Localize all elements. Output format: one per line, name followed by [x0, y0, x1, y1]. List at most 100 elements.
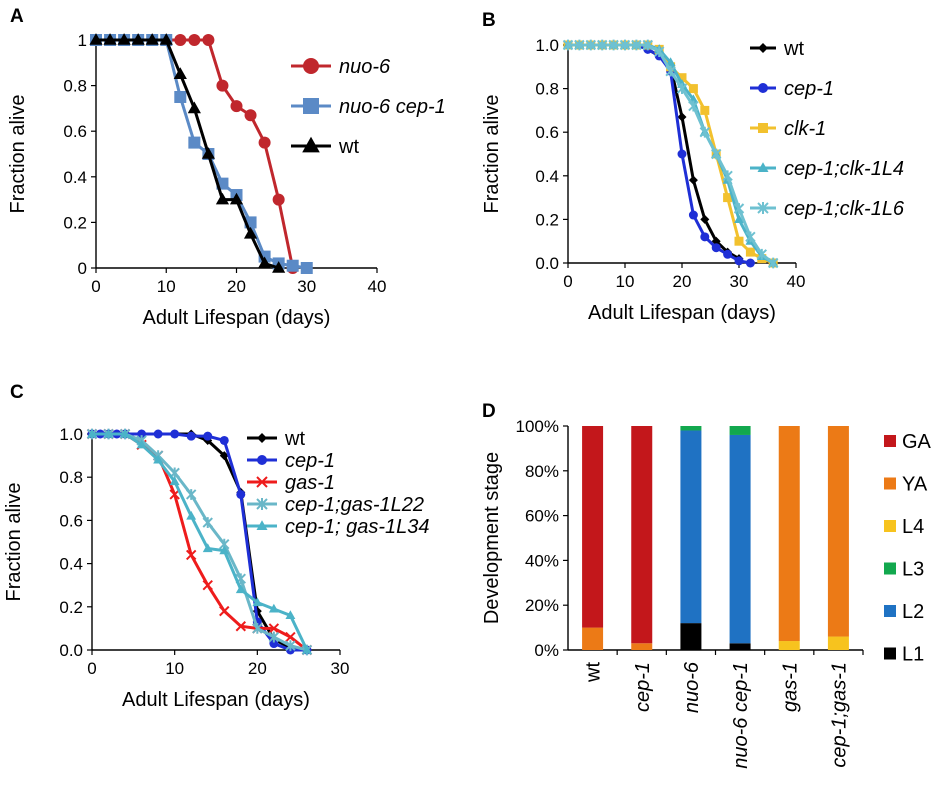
x-tick-label: 20 — [248, 659, 267, 678]
y-tick-label: 40% — [525, 551, 559, 570]
data-point — [258, 256, 272, 269]
legend-marker — [758, 123, 768, 133]
data-point — [219, 435, 229, 445]
data-point — [219, 545, 230, 555]
y-tick-label: 60% — [525, 507, 559, 526]
legend-marker — [257, 455, 267, 465]
x-tick-label: 10 — [165, 659, 184, 678]
data-point — [272, 261, 286, 273]
data-point — [174, 91, 187, 103]
legend-marker — [302, 136, 320, 153]
legend-marker — [757, 202, 769, 214]
x-tick-label: 30 — [730, 272, 749, 291]
y-tick-label: 0.6 — [63, 122, 87, 141]
bar-segment-YA — [778, 426, 800, 642]
data-point — [585, 39, 597, 51]
y-tick-label: 0.2 — [63, 213, 87, 232]
legend-label: GA — [902, 431, 932, 453]
legend-label: nuo-6 — [339, 56, 391, 78]
data-point — [131, 33, 145, 45]
data-point — [137, 429, 147, 439]
data-point — [243, 226, 258, 239]
data-point — [216, 79, 229, 92]
legend-label: cep-1;clk-1L4 — [784, 158, 904, 180]
data-point — [235, 621, 247, 632]
data-point — [203, 431, 213, 441]
x-tick-label: 0 — [87, 659, 96, 678]
x-tick-label: 20 — [227, 277, 246, 296]
data-point — [174, 34, 187, 46]
data-point — [215, 192, 230, 205]
data-point — [711, 243, 721, 253]
legend-swatch — [884, 562, 896, 575]
x-tick-label: 30 — [331, 659, 350, 678]
data-point — [103, 33, 117, 45]
data-point — [723, 193, 733, 203]
x-tick-label: 10 — [616, 272, 635, 291]
bar-segment-L3 — [680, 426, 702, 431]
data-point — [285, 640, 296, 652]
data-point — [269, 639, 279, 649]
data-point — [562, 39, 574, 51]
legend-swatch — [884, 605, 896, 617]
data-point — [608, 39, 619, 51]
data-point — [745, 247, 755, 257]
y-tick-label: 0.2 — [59, 598, 83, 617]
data-point — [173, 67, 187, 79]
data-point — [722, 170, 733, 182]
category-label: nuo-6 cep-1 — [730, 662, 752, 769]
legend-label: cep-1;gas-1L22 — [285, 494, 424, 516]
category-label: gas-1 — [779, 662, 801, 712]
data-point — [117, 33, 131, 45]
x-axis-label: Adult Lifespan (days) — [122, 689, 310, 711]
data-point — [202, 517, 213, 528]
legend-label: cep-1;clk-1L6 — [784, 198, 905, 220]
data-point — [677, 112, 687, 122]
data-point — [202, 579, 213, 591]
y-tick-label: 1.0 — [59, 425, 83, 444]
data-point — [185, 549, 197, 561]
data-point — [202, 543, 213, 553]
data-point — [186, 510, 197, 520]
y-tick-label: 0 — [78, 259, 87, 278]
legend-label: wt — [783, 38, 804, 60]
panel-a-chart: 0 10 20 30 40 0 0.2 0.4 0.6 0.8 1 Adult Lifespan (d… — [7, 31, 446, 329]
legend-label: cep-1; gas-1L34 — [285, 516, 430, 538]
x-axis-label: Adult Lifespan (days) — [143, 307, 331, 329]
y-tick-label: 80% — [525, 462, 559, 481]
data-point — [268, 603, 279, 613]
data-point — [300, 262, 313, 274]
y-tick-label: 0.2 — [535, 210, 559, 229]
data-point — [711, 236, 721, 246]
data-point — [286, 259, 299, 272]
data-point — [136, 439, 147, 449]
panel-letter-b: B — [482, 10, 496, 31]
legend-marker — [257, 433, 267, 443]
data-point — [688, 100, 699, 112]
bar-segment-YA — [631, 643, 653, 650]
data-point — [285, 631, 296, 643]
data-point — [120, 428, 131, 438]
data-point — [145, 33, 159, 45]
data-point — [252, 623, 263, 634]
data-point — [153, 429, 163, 439]
data-point — [733, 203, 745, 214]
y-tick-label: 0.8 — [535, 80, 559, 99]
bar-segment-GA — [631, 426, 653, 644]
data-point — [767, 257, 779, 269]
category-label: cep-1;gas-1 — [828, 662, 850, 768]
series-line-4 — [92, 432, 309, 651]
x-tick-label: 40 — [368, 277, 387, 296]
data-point — [688, 175, 698, 185]
y-axis-label: Fraction alive — [7, 95, 29, 214]
data-point — [688, 210, 698, 220]
data-point — [699, 126, 711, 138]
data-point — [745, 258, 755, 268]
data-point — [235, 584, 246, 594]
data-point — [153, 454, 164, 464]
legend-label: L2 — [902, 601, 924, 623]
y-axis-label: Development stage — [481, 452, 503, 624]
data-point — [89, 33, 103, 45]
data-point — [244, 109, 257, 122]
